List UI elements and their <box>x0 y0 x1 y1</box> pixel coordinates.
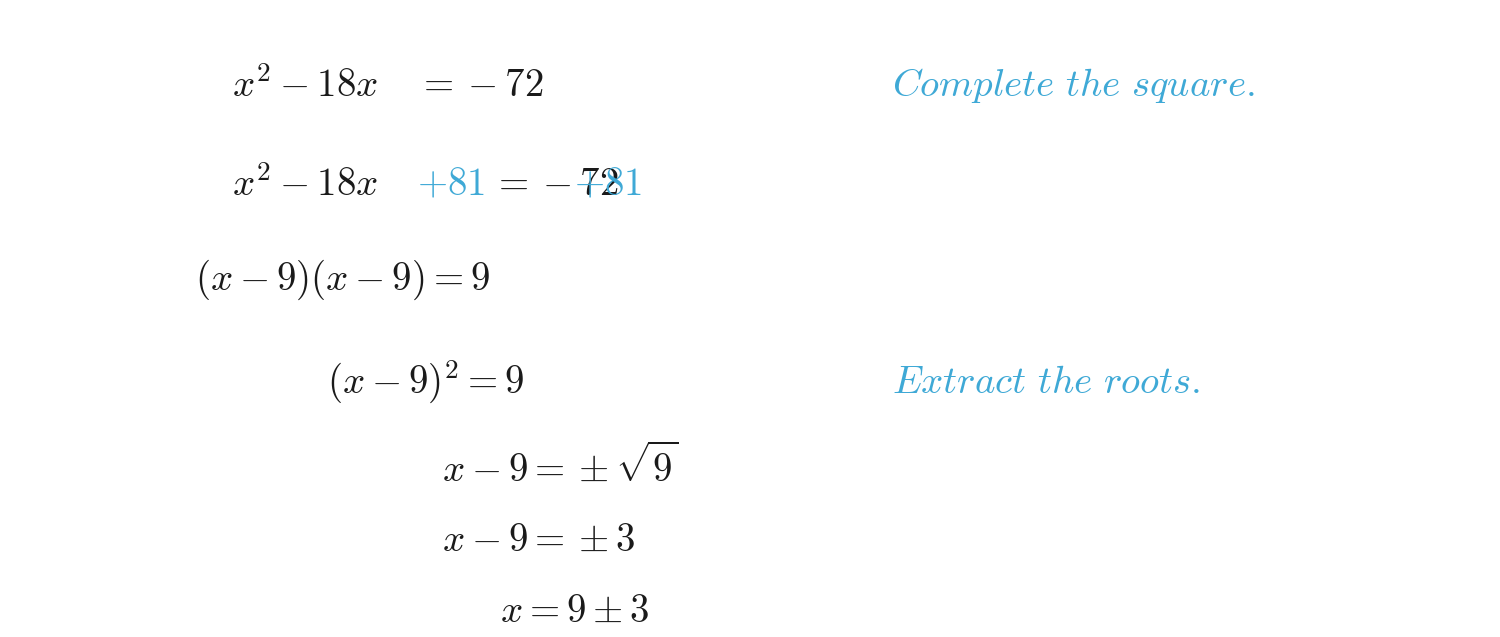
Text: $(x-9)(x-9)=9$: $(x-9)(x-9)=9$ <box>195 258 490 303</box>
Text: $x-9=\pm3$: $x-9=\pm3$ <box>442 522 636 559</box>
Text: $x=9\pm3$: $x=9\pm3$ <box>500 593 648 630</box>
Text: $x^2 -18x$: $x^2 -18x$ <box>232 166 378 204</box>
Text: $\mathit{Extract\ the\ roots.}$: $\mathit{Extract\ the\ roots.}$ <box>892 364 1200 401</box>
Text: $=-72$: $=-72$ <box>417 68 543 104</box>
Text: $=-72$: $=-72$ <box>492 166 618 203</box>
Text: $\mathit{Complete\ the\ square.}$: $\mathit{Complete\ the\ square.}$ <box>892 66 1256 106</box>
Text: $x^2 -18x$: $x^2 -18x$ <box>232 67 378 105</box>
Text: $+81$: $+81$ <box>574 166 642 203</box>
Text: $(x-9)^2 = 9$: $(x-9)^2 = 9$ <box>327 359 524 406</box>
Text: $x-9=\pm\sqrt{9}$: $x-9=\pm\sqrt{9}$ <box>442 444 680 489</box>
Text: $+81$: $+81$ <box>417 166 484 203</box>
